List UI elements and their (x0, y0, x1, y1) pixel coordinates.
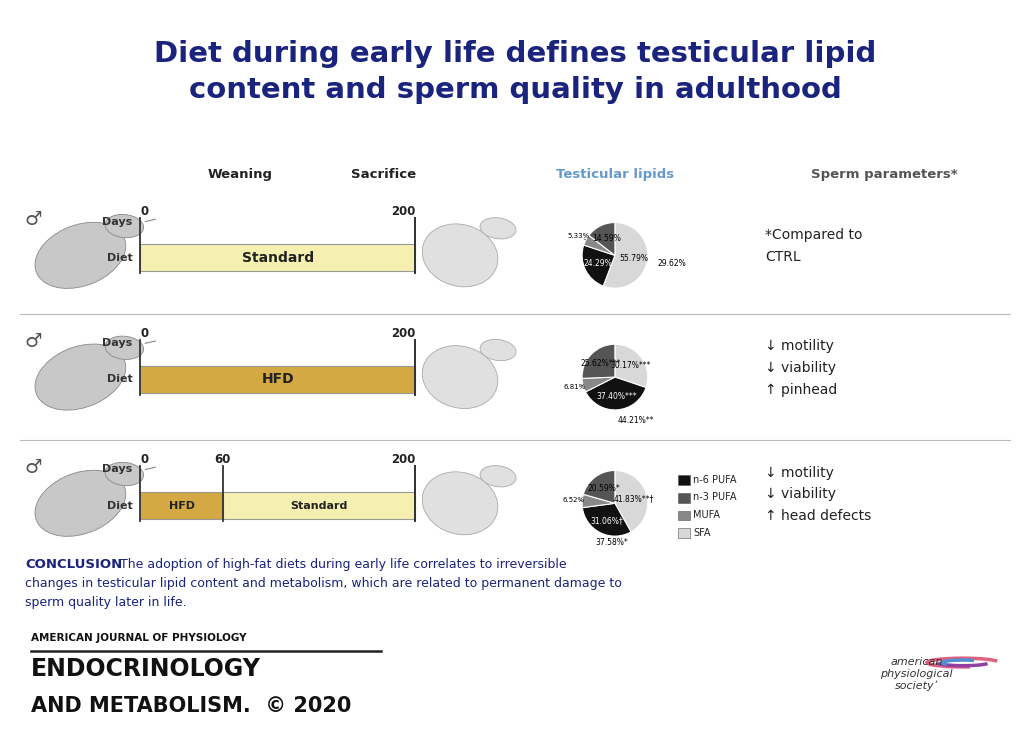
Text: 31.06%†: 31.06%† (590, 516, 623, 525)
Text: HFD: HFD (169, 501, 195, 511)
Wedge shape (582, 245, 615, 286)
Ellipse shape (480, 218, 516, 239)
Ellipse shape (422, 472, 497, 535)
Text: AMERICAN JOURNAL OF PHYSIOLOGY: AMERICAN JOURNAL OF PHYSIOLOGY (31, 633, 246, 643)
Text: ♂: ♂ (25, 331, 42, 350)
Text: CONCLUSION: CONCLUSION (26, 558, 123, 571)
Text: sperm quality later in life.: sperm quality later in life. (26, 595, 187, 608)
Text: Diet during early life defines testicular lipid
content and sperm quality in adu: Diet during early life defines testicula… (153, 40, 877, 104)
Text: n-6 PUFA: n-6 PUFA (693, 475, 736, 485)
FancyBboxPatch shape (222, 492, 415, 519)
Text: Standard: Standard (290, 501, 347, 511)
Text: 29.62%: 29.62% (657, 259, 686, 268)
Wedge shape (589, 223, 615, 255)
Ellipse shape (35, 344, 126, 410)
Text: HFD: HFD (262, 372, 294, 386)
Text: Standard: Standard (242, 251, 314, 265)
Text: american
physiological
societyʹ: american physiological societyʹ (881, 657, 953, 690)
Ellipse shape (422, 345, 497, 408)
Text: 25.62%***: 25.62%*** (581, 359, 621, 369)
Text: *Compared to
CTRL: *Compared to CTRL (764, 229, 862, 264)
Wedge shape (615, 471, 648, 532)
Text: Sacrifice: Sacrifice (350, 168, 416, 181)
Text: SFA: SFA (693, 528, 711, 537)
Text: Weaning: Weaning (208, 168, 273, 181)
Ellipse shape (35, 471, 126, 537)
Wedge shape (615, 345, 648, 388)
Text: ↓ motility
↓ viability
↑ pinhead: ↓ motility ↓ viability ↑ pinhead (764, 339, 837, 397)
Text: ↓ motility
↓ viability
↑ head defects: ↓ motility ↓ viability ↑ head defects (764, 465, 871, 523)
Ellipse shape (480, 339, 516, 361)
Wedge shape (582, 504, 631, 536)
FancyBboxPatch shape (140, 366, 415, 393)
Text: Diet: Diet (106, 253, 132, 262)
Text: Diet: Diet (106, 501, 132, 511)
Wedge shape (582, 494, 615, 508)
Text: 0: 0 (140, 327, 148, 339)
Wedge shape (584, 235, 615, 255)
Text: 24.29%: 24.29% (583, 259, 612, 268)
Ellipse shape (105, 215, 143, 237)
Text: 41.83%**†: 41.83%**† (613, 494, 653, 503)
Wedge shape (582, 345, 615, 378)
Text: 60: 60 (214, 453, 231, 466)
Text: Days: Days (102, 338, 132, 348)
Ellipse shape (35, 222, 126, 288)
Text: 44.21%**: 44.21%** (618, 416, 654, 425)
Text: 14.59%: 14.59% (592, 234, 621, 243)
Text: The adoption of high-fat diets during early life correlates to irreversible: The adoption of high-fat diets during ea… (121, 558, 567, 571)
Text: 6.81%: 6.81% (564, 384, 586, 391)
Text: 0: 0 (140, 205, 148, 218)
Wedge shape (604, 223, 648, 288)
Ellipse shape (480, 465, 516, 487)
Wedge shape (583, 471, 615, 504)
FancyBboxPatch shape (140, 492, 222, 519)
Text: ♂: ♂ (25, 210, 42, 229)
Text: ♂: ♂ (25, 457, 42, 476)
Text: 5.33%: 5.33% (568, 233, 590, 239)
Text: 200: 200 (390, 327, 415, 339)
Text: 30.17%***: 30.17%*** (610, 361, 651, 370)
Ellipse shape (105, 336, 143, 359)
Text: Diet: Diet (106, 375, 132, 384)
Ellipse shape (105, 463, 143, 486)
Text: 20.59%*: 20.59%* (587, 484, 620, 493)
Text: 37.40%***: 37.40%*** (596, 391, 637, 400)
Text: changes in testicular lipid content and metabolism, which are related to permane: changes in testicular lipid content and … (26, 577, 622, 589)
Text: 6.52%: 6.52% (563, 497, 585, 504)
Text: 55.79%: 55.79% (619, 254, 648, 263)
Text: n-3 PUFA: n-3 PUFA (693, 493, 736, 502)
Text: ENDOCRINOLOGY: ENDOCRINOLOGY (31, 658, 261, 682)
FancyBboxPatch shape (140, 244, 415, 271)
Wedge shape (586, 377, 646, 410)
Text: 200: 200 (390, 453, 415, 466)
Text: 37.58%*: 37.58%* (595, 537, 628, 547)
Text: 0: 0 (140, 453, 148, 466)
Text: Sperm parameters*: Sperm parameters* (812, 168, 958, 181)
Text: AND METABOLISM.  © 2020: AND METABOLISM. © 2020 (31, 696, 351, 715)
Wedge shape (582, 377, 615, 392)
Text: Days: Days (102, 465, 132, 474)
Text: MUFA: MUFA (693, 510, 720, 520)
Text: Testicular lipids: Testicular lipids (556, 168, 674, 181)
Ellipse shape (422, 224, 497, 287)
Text: 200: 200 (390, 205, 415, 218)
Text: Days: Days (102, 216, 132, 226)
